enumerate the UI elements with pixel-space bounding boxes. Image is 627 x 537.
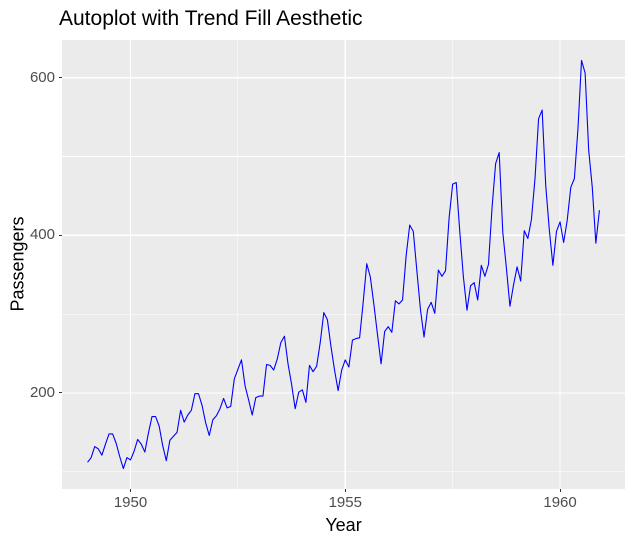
x-tick-mark: [130, 489, 131, 492]
y-tick-label: 400: [29, 226, 55, 244]
y-tick-mark: [59, 234, 62, 236]
x-tick-label: 1950: [113, 494, 148, 511]
plot-panel: [62, 40, 625, 489]
y-tick-mark: [59, 392, 62, 394]
x-tick-mark: [344, 489, 346, 492]
plot-title: Autoplot with Trend Fill Aesthetic: [59, 7, 363, 30]
y-tick-mark: [59, 77, 62, 79]
x-tick-label: 1955: [328, 494, 362, 511]
panel-background: [62, 40, 625, 489]
x-tick-mark: [559, 489, 561, 492]
x-tick-label: 1960: [543, 494, 577, 511]
y-tick-label: 600: [29, 68, 55, 86]
y-tick-label: 200: [29, 383, 55, 401]
line-chart: [62, 40, 625, 489]
x-axis-title: Year: [325, 515, 362, 535]
series-line: [87, 59, 600, 470]
